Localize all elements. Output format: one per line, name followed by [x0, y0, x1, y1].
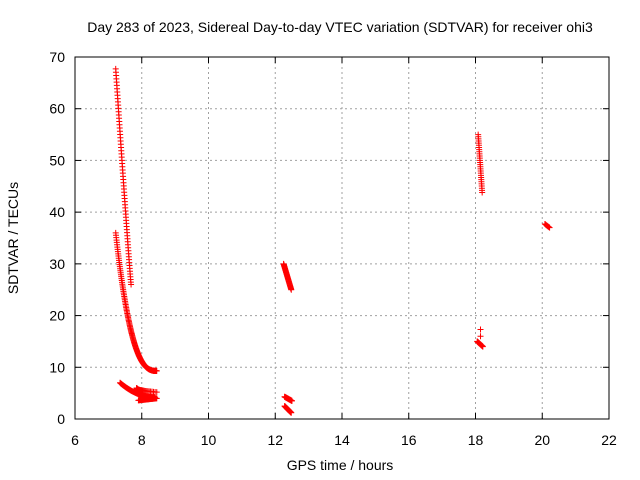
data-point [128, 281, 135, 288]
x-tick-label: 12 [267, 432, 283, 448]
x-tick-label: 6 [71, 432, 79, 448]
data-point [288, 286, 295, 293]
data-point [153, 367, 160, 374]
y-axis-label: SDTVAR / TECUs [5, 182, 21, 294]
plot-frame [74, 56, 610, 420]
data-point [153, 395, 160, 402]
data-point [479, 189, 486, 196]
data-point [288, 397, 295, 404]
y-tick-label: 50 [49, 152, 65, 168]
y-tick-label: 60 [49, 101, 65, 117]
x-tick-label: 8 [138, 432, 146, 448]
y-tick-label: 30 [49, 256, 65, 272]
x-tick-label: 10 [201, 432, 217, 448]
data-point [545, 224, 552, 231]
data-point [153, 389, 160, 396]
data-point [477, 326, 484, 333]
series-sat-a [112, 65, 160, 404]
y-tick-label: 70 [49, 49, 65, 65]
data-points [112, 65, 553, 416]
series-sat-c [474, 131, 486, 350]
y-tick-label: 10 [49, 359, 65, 375]
x-tick-labels: 6 8 10 12 14 16 18 20 22 [71, 432, 617, 448]
data-point [546, 224, 553, 231]
x-tick-label: 14 [334, 432, 350, 448]
x-tick-label: 16 [401, 432, 417, 448]
y-tick-labels: 0 10 20 30 40 50 60 70 [49, 49, 65, 427]
y-tick-label: 0 [57, 411, 65, 427]
data-point [479, 343, 486, 350]
x-tick-label: 22 [601, 432, 617, 448]
x-tick-label: 20 [534, 432, 550, 448]
chart-title: Day 283 of 2023, Sidereal Day-to-day VTE… [87, 19, 593, 35]
y-tick-label: 20 [49, 308, 65, 324]
x-axis-label: GPS time / hours [287, 457, 394, 473]
data-point [288, 409, 295, 416]
x-tick-label: 18 [468, 432, 484, 448]
series-sat-b [280, 260, 295, 416]
grid-lines [75, 57, 609, 419]
y-tick-label: 40 [49, 204, 65, 220]
data-point [477, 333, 484, 340]
data-point [545, 223, 552, 230]
series-sat-d [541, 221, 553, 231]
